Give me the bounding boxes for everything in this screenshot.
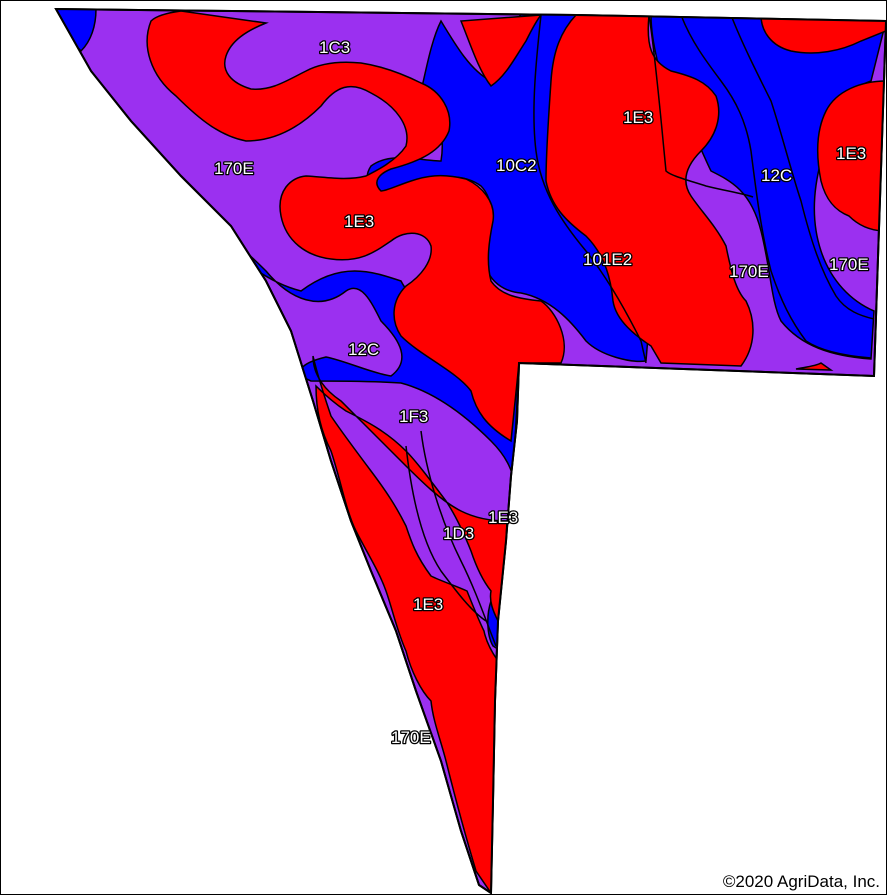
soil-zone-red-mid-center[interactable]: [795, 362, 834, 371]
soil-label-1e3-south: 1E3: [413, 595, 443, 614]
soil-label-170e-south: 170E: [391, 728, 431, 747]
unit-boundaries: [405, 14, 875, 647]
soil-label-10c2: 10C2: [496, 156, 537, 175]
field-outline: [54, 7, 886, 894]
soil-label-170e-east: 170E: [829, 255, 869, 274]
soil-label-1e3-east: 1E3: [836, 144, 866, 163]
soil-zone-red-east[interactable]: [816, 80, 886, 232]
copyright-notice: ©2020 AgriData, Inc.: [722, 872, 880, 891]
soil-label-1e3-top: 1E3: [623, 108, 653, 127]
soil-zone-red-ne[interactable]: [760, 14, 886, 54]
soil-label-170e-mid: 170E: [729, 262, 769, 281]
soil-label-12c-east: 12C: [761, 166, 792, 185]
soil-label-1e3-mid: 1E3: [344, 212, 374, 231]
soil-zone-red-north[interactable]: [146, 10, 565, 443]
soil-label-1e3-low: 1E3: [488, 508, 518, 527]
soil-label-1f3: 1F3: [399, 407, 428, 426]
soil-label-101e2: 101E2: [583, 250, 632, 269]
soil-label-1c3: 1C3: [319, 38, 350, 57]
soil-label-12c-mid: 12C: [348, 340, 379, 359]
soil-label-1d3: 1D3: [443, 524, 474, 543]
soil-zone-red-top[interactable]: [459, 14, 543, 88]
soil-zone-red-center[interactable]: [545, 14, 754, 367]
soil-label-170e-west: 170E: [214, 159, 254, 178]
